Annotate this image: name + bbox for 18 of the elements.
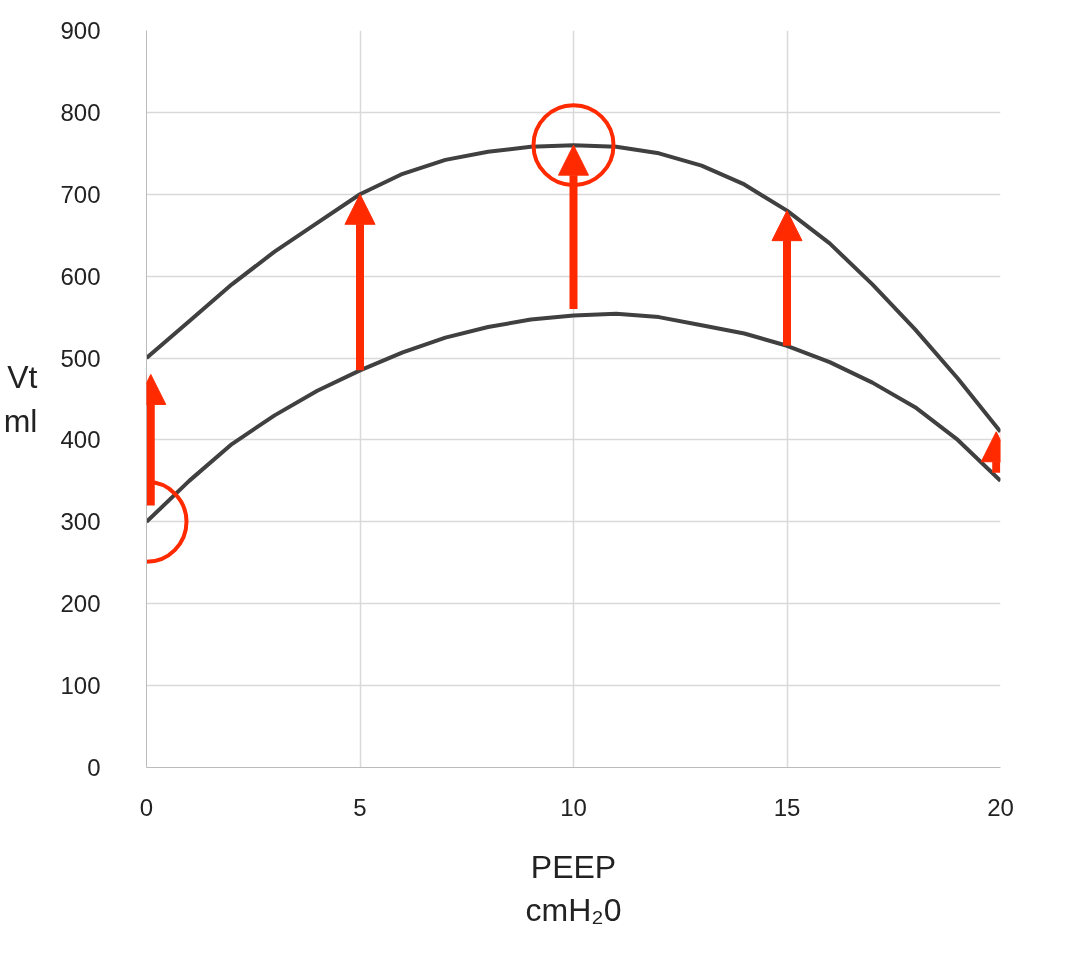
x-axis-title: PEEP cmH₂0	[525, 848, 622, 928]
x-tick-label: 10	[560, 793, 587, 821]
x-tick-label: 5	[353, 793, 367, 821]
line-series	[146, 311, 1001, 524]
y-tick-label: 500	[60, 344, 101, 372]
y-tick-label: 800	[60, 98, 101, 126]
y-axis-title: Vt ml	[3, 359, 38, 439]
y-tick-label: 200	[60, 590, 101, 618]
y-tick-label: 600	[60, 262, 101, 290]
y-tick-label: 0	[87, 754, 101, 781]
y-tick-label: 900	[60, 17, 101, 44]
x-tick-label: 0	[139, 793, 154, 821]
y-tick-label: 400	[60, 426, 101, 454]
x-tick-label: 20	[987, 793, 1014, 821]
x-tick-label: 15	[773, 793, 801, 821]
y-tick-label: 700	[60, 180, 101, 208]
y-tick-label: 300	[60, 508, 101, 536]
y-tick-label: 100	[60, 672, 101, 700]
